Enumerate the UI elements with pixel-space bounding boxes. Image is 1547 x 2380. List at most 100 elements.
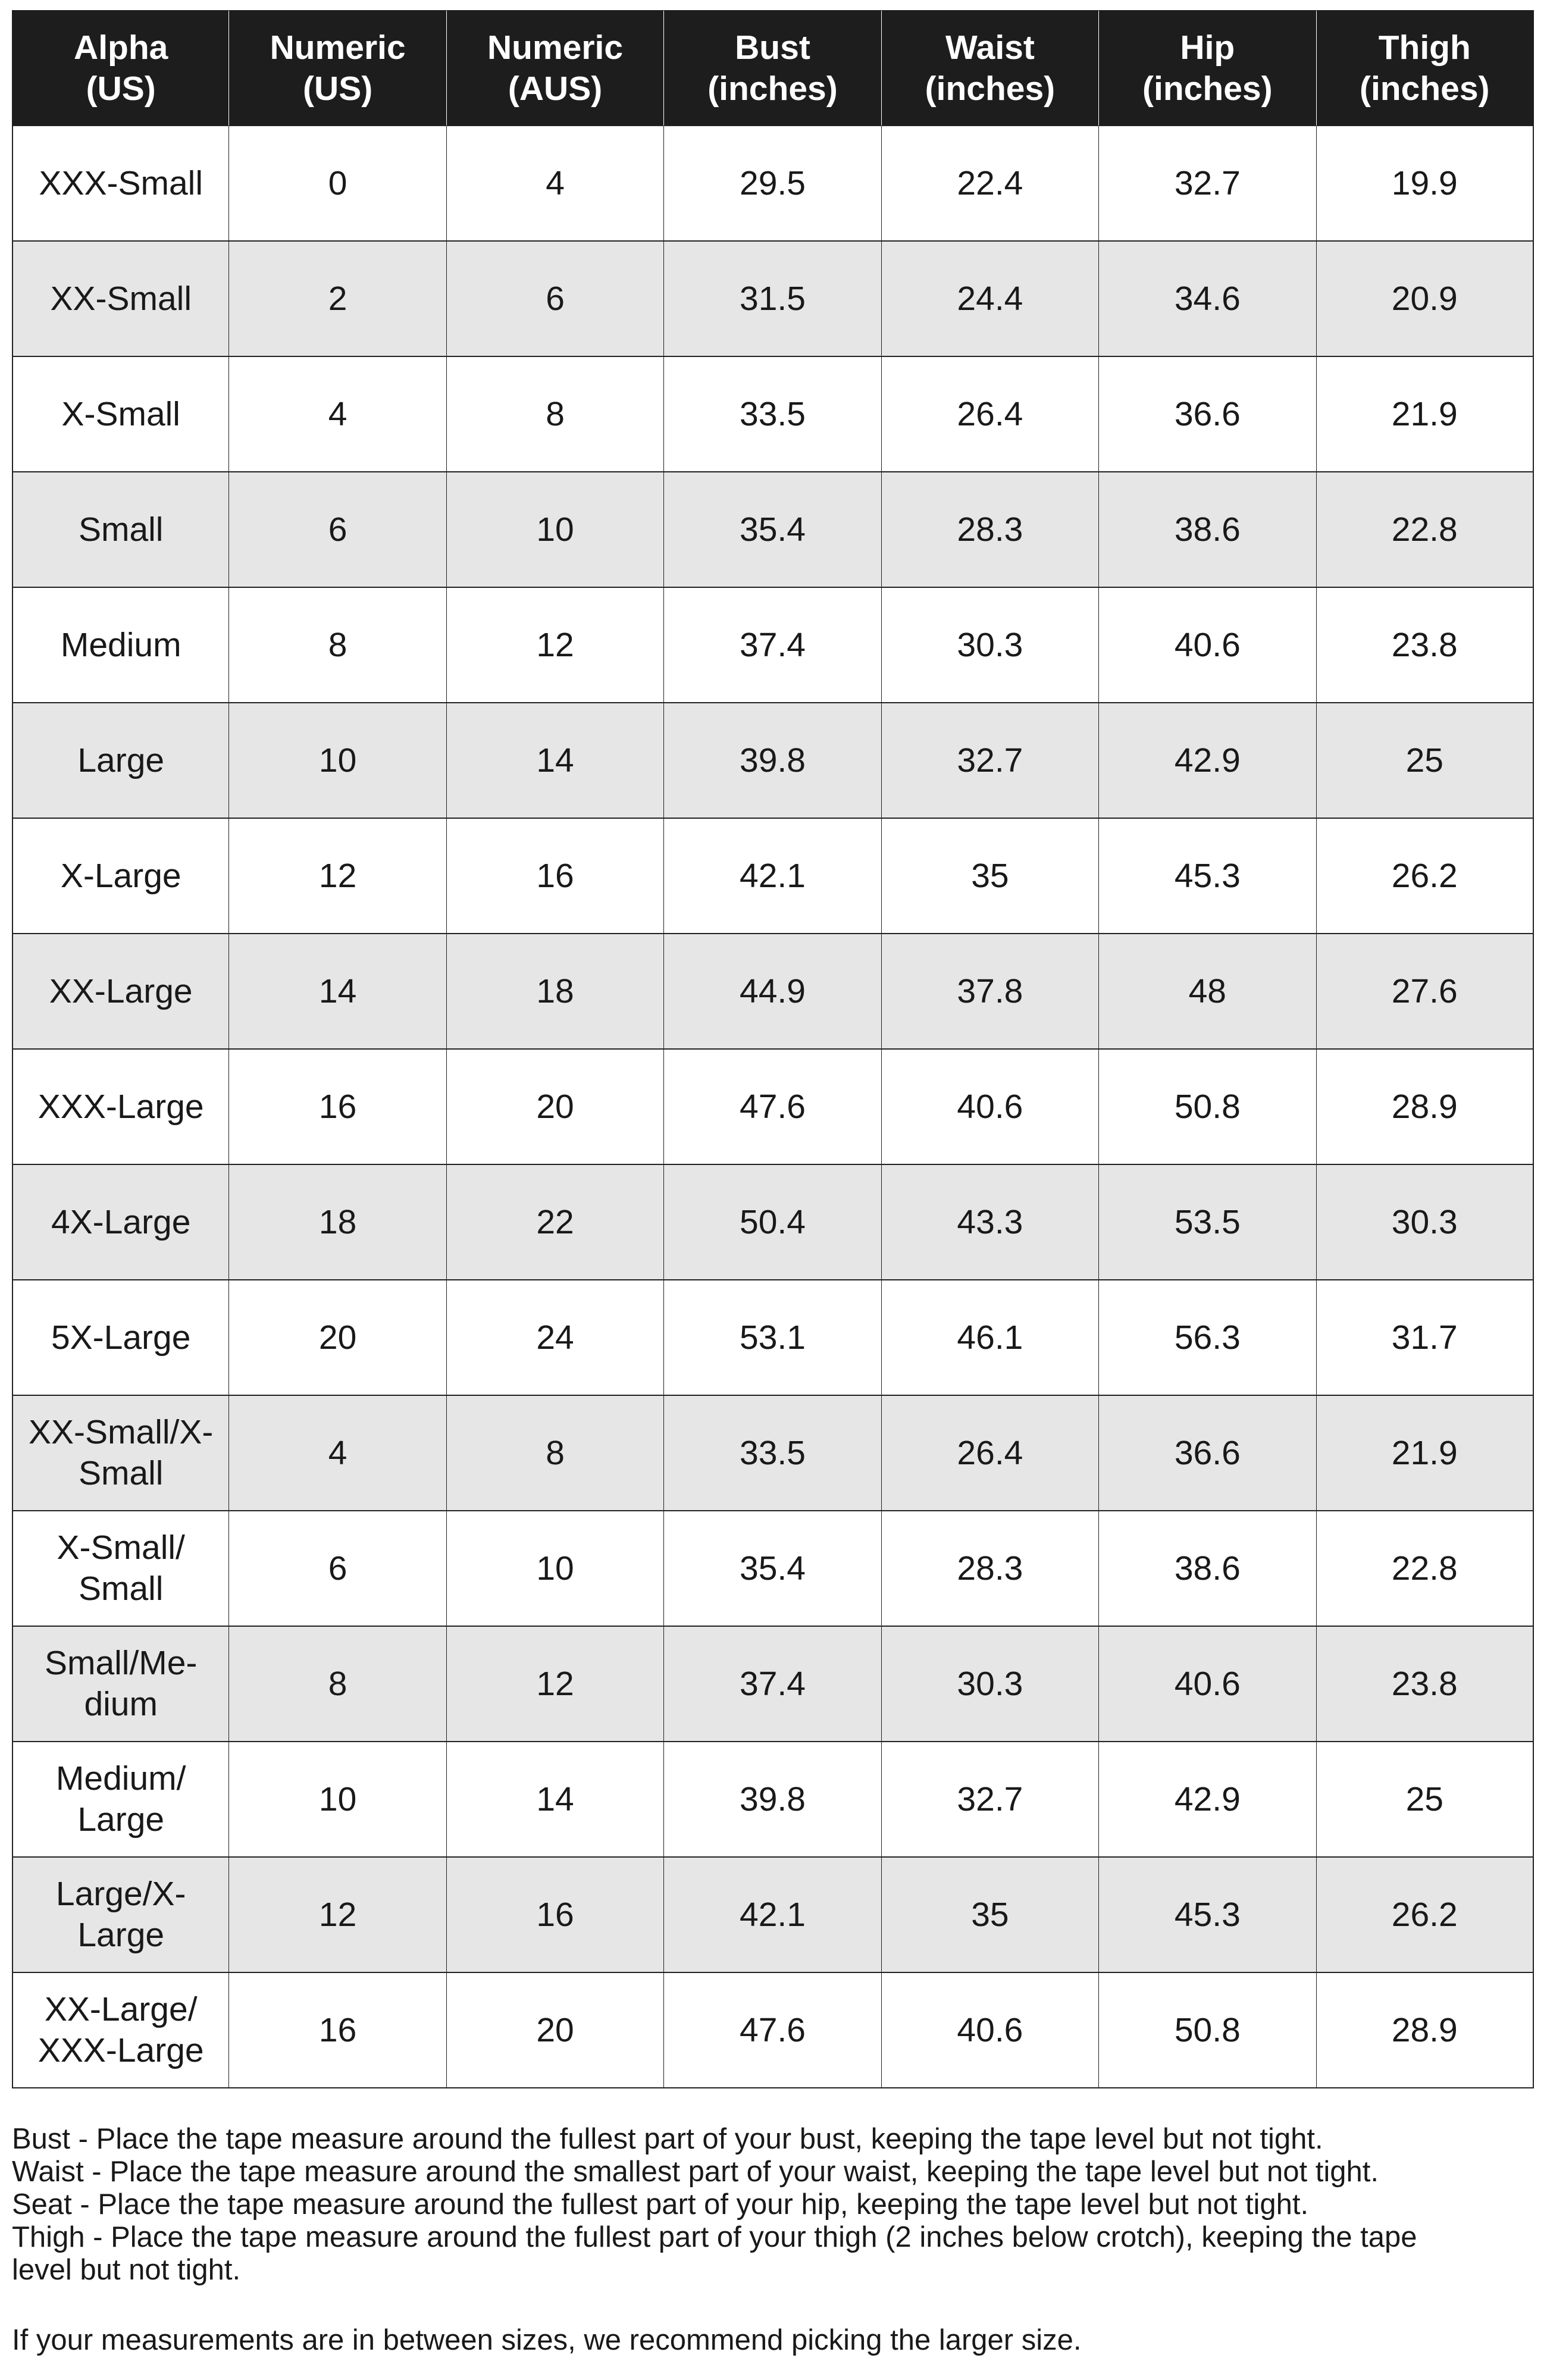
- thigh-cell: 21.9: [1316, 1396, 1534, 1511]
- waist-cell: 22.4: [881, 126, 1100, 242]
- thigh-cell: 20.9: [1316, 242, 1534, 357]
- waist-cell: 32.7: [881, 703, 1100, 819]
- hip-cell: 45.3: [1099, 1858, 1317, 1973]
- alpha-size-cell: XX-Large: [12, 934, 230, 1050]
- waist-cell: 32.7: [881, 1742, 1100, 1858]
- size-row-medium: Medium 8 12 37.4 30.3 40.6 23.8: [12, 588, 1534, 703]
- column-header-numeric-us: Numeric (US): [229, 10, 447, 126]
- bust-cell: 47.6: [664, 1973, 882, 2088]
- size-row-xxx-small: XXX-Small 0 4 29.5 22.4 32.7 19.9: [12, 126, 1534, 242]
- waist-cell: 28.3: [881, 1511, 1100, 1627]
- size-row-large-x-large: Large/X- Large 12 16 42.1 35 45.3 26.2: [12, 1858, 1534, 1973]
- alpha-size-cell: Medium/ Large: [12, 1742, 230, 1858]
- numeric-aus-cell: 20: [446, 1050, 665, 1165]
- header-row: Alpha (US) Numeric (US) Numeric (AUS) Bu…: [12, 10, 1534, 126]
- thigh-cell: 23.8: [1316, 1627, 1534, 1742]
- numeric-aus-cell: 8: [446, 357, 665, 472]
- bust-cell: 50.4: [664, 1165, 882, 1280]
- size-row-4x-large: 4X-Large 18 22 50.4 43.3 53.5 30.3: [12, 1165, 1534, 1280]
- hip-cell: 53.5: [1099, 1165, 1317, 1280]
- column-header-waist: Waist (inches): [881, 10, 1100, 126]
- bust-cell: 37.4: [664, 1627, 882, 1742]
- numeric-us-cell: 18: [229, 1165, 447, 1280]
- column-header-alpha-us: Alpha (US): [12, 10, 230, 126]
- size-row-small-me-dium: Small/Me- dium 8 12 37.4 30.3 40.6 23.8: [12, 1627, 1534, 1742]
- size-row-xxx-large: XXX-Large 16 20 47.6 40.6 50.8 28.9: [12, 1050, 1534, 1165]
- seat-measure-note: Seat - Place the tape measure around the…: [12, 2188, 1309, 2221]
- waist-cell: 26.4: [881, 357, 1100, 472]
- size-row-x-small-small: X-Small/ Small 6 10 35.4 28.3 38.6 22.8: [12, 1511, 1534, 1627]
- alpha-size-cell: XX-Large/ XXX-Large: [12, 1973, 230, 2088]
- numeric-aus-cell: 18: [446, 934, 665, 1050]
- column-header-numeric-aus: Numeric (AUS): [446, 10, 665, 126]
- thigh-cell: 21.9: [1316, 357, 1534, 472]
- thigh-cell: 28.9: [1316, 1050, 1534, 1165]
- thigh-cell: 19.9: [1316, 126, 1534, 242]
- numeric-us-cell: 4: [229, 1396, 447, 1511]
- hip-cell: 34.6: [1099, 242, 1317, 357]
- size-row-x-large: X-Large 12 16 42.1 35 45.3 26.2: [12, 819, 1534, 934]
- waist-cell: 26.4: [881, 1396, 1100, 1511]
- size-row-xx-small: XX-Small 2 6 31.5 24.4 34.6 20.9: [12, 242, 1534, 357]
- alpha-size-cell: X-Small: [12, 357, 230, 472]
- column-header-bust: Bust (inches): [664, 10, 882, 126]
- numeric-us-cell: 6: [229, 472, 447, 588]
- alpha-size-cell: 5X-Large: [12, 1280, 230, 1396]
- hip-cell: 45.3: [1099, 819, 1317, 934]
- hip-cell: 38.6: [1099, 472, 1317, 588]
- thigh-measure-note: Thigh - Place the tape measure around th…: [12, 2221, 1417, 2286]
- waist-cell: 35: [881, 1858, 1100, 1973]
- numeric-us-cell: 10: [229, 703, 447, 819]
- alpha-size-cell: Medium: [12, 588, 230, 703]
- hip-cell: 50.8: [1099, 1050, 1317, 1165]
- table-body: XXX-Small 0 4 29.5 22.4 32.7 19.9 XX-Sma…: [12, 126, 1534, 2088]
- alpha-size-cell: XX-Small/X- Small: [12, 1396, 230, 1511]
- alpha-size-cell: Large/X- Large: [12, 1858, 230, 1973]
- waist-cell: 43.3: [881, 1165, 1100, 1280]
- numeric-aus-cell: 22: [446, 1165, 665, 1280]
- numeric-aus-cell: 14: [446, 1742, 665, 1858]
- numeric-aus-cell: 6: [446, 242, 665, 357]
- thigh-cell: 25: [1316, 703, 1534, 819]
- numeric-us-cell: 6: [229, 1511, 447, 1627]
- waist-measure-note: Waist - Place the tape measure around th…: [12, 2156, 1379, 2188]
- numeric-us-cell: 8: [229, 588, 447, 703]
- alpha-size-cell: X-Small/ Small: [12, 1511, 230, 1627]
- size-row-medium-large: Medium/ Large 10 14 39.8 32.7 42.9 25: [12, 1742, 1534, 1858]
- numeric-us-cell: 16: [229, 1973, 447, 2088]
- bust-cell: 33.5: [664, 1396, 882, 1511]
- numeric-aus-cell: 14: [446, 703, 665, 819]
- numeric-aus-cell: 10: [446, 472, 665, 588]
- bust-cell: 33.5: [664, 357, 882, 472]
- hip-cell: 32.7: [1099, 126, 1317, 242]
- hip-cell: 40.6: [1099, 588, 1317, 703]
- size-row-large: Large 10 14 39.8 32.7 42.9 25: [12, 703, 1534, 819]
- numeric-aus-cell: 16: [446, 819, 665, 934]
- column-header-thigh: Thigh (inches): [1316, 10, 1534, 126]
- thigh-cell: 30.3: [1316, 1165, 1534, 1280]
- numeric-us-cell: 16: [229, 1050, 447, 1165]
- waist-cell: 46.1: [881, 1280, 1100, 1396]
- numeric-aus-cell: 20: [446, 1973, 665, 2088]
- bust-measure-note: Bust - Place the tape measure around the…: [12, 2123, 1323, 2155]
- waist-cell: 24.4: [881, 242, 1100, 357]
- hip-cell: 36.6: [1099, 357, 1317, 472]
- numeric-us-cell: 8: [229, 1627, 447, 1742]
- thigh-cell: 26.2: [1316, 1858, 1534, 1973]
- between-sizes-note: If your measurements are in between size…: [12, 2324, 1082, 2356]
- numeric-aus-cell: 16: [446, 1858, 665, 1973]
- waist-cell: 40.6: [881, 1050, 1100, 1165]
- hip-cell: 50.8: [1099, 1973, 1317, 2088]
- size-row-5x-large: 5X-Large 20 24 53.1 46.1 56.3 31.7: [12, 1280, 1534, 1396]
- bust-cell: 31.5: [664, 242, 882, 357]
- numeric-us-cell: 20: [229, 1280, 447, 1396]
- bust-cell: 29.5: [664, 126, 882, 242]
- waist-cell: 35: [881, 819, 1100, 934]
- alpha-size-cell: XXX-Small: [12, 126, 230, 242]
- bust-cell: 35.4: [664, 472, 882, 588]
- numeric-us-cell: 4: [229, 357, 447, 472]
- numeric-aus-cell: 12: [446, 1627, 665, 1742]
- thigh-cell: 23.8: [1316, 588, 1534, 703]
- numeric-us-cell: 10: [229, 1742, 447, 1858]
- numeric-us-cell: 12: [229, 819, 447, 934]
